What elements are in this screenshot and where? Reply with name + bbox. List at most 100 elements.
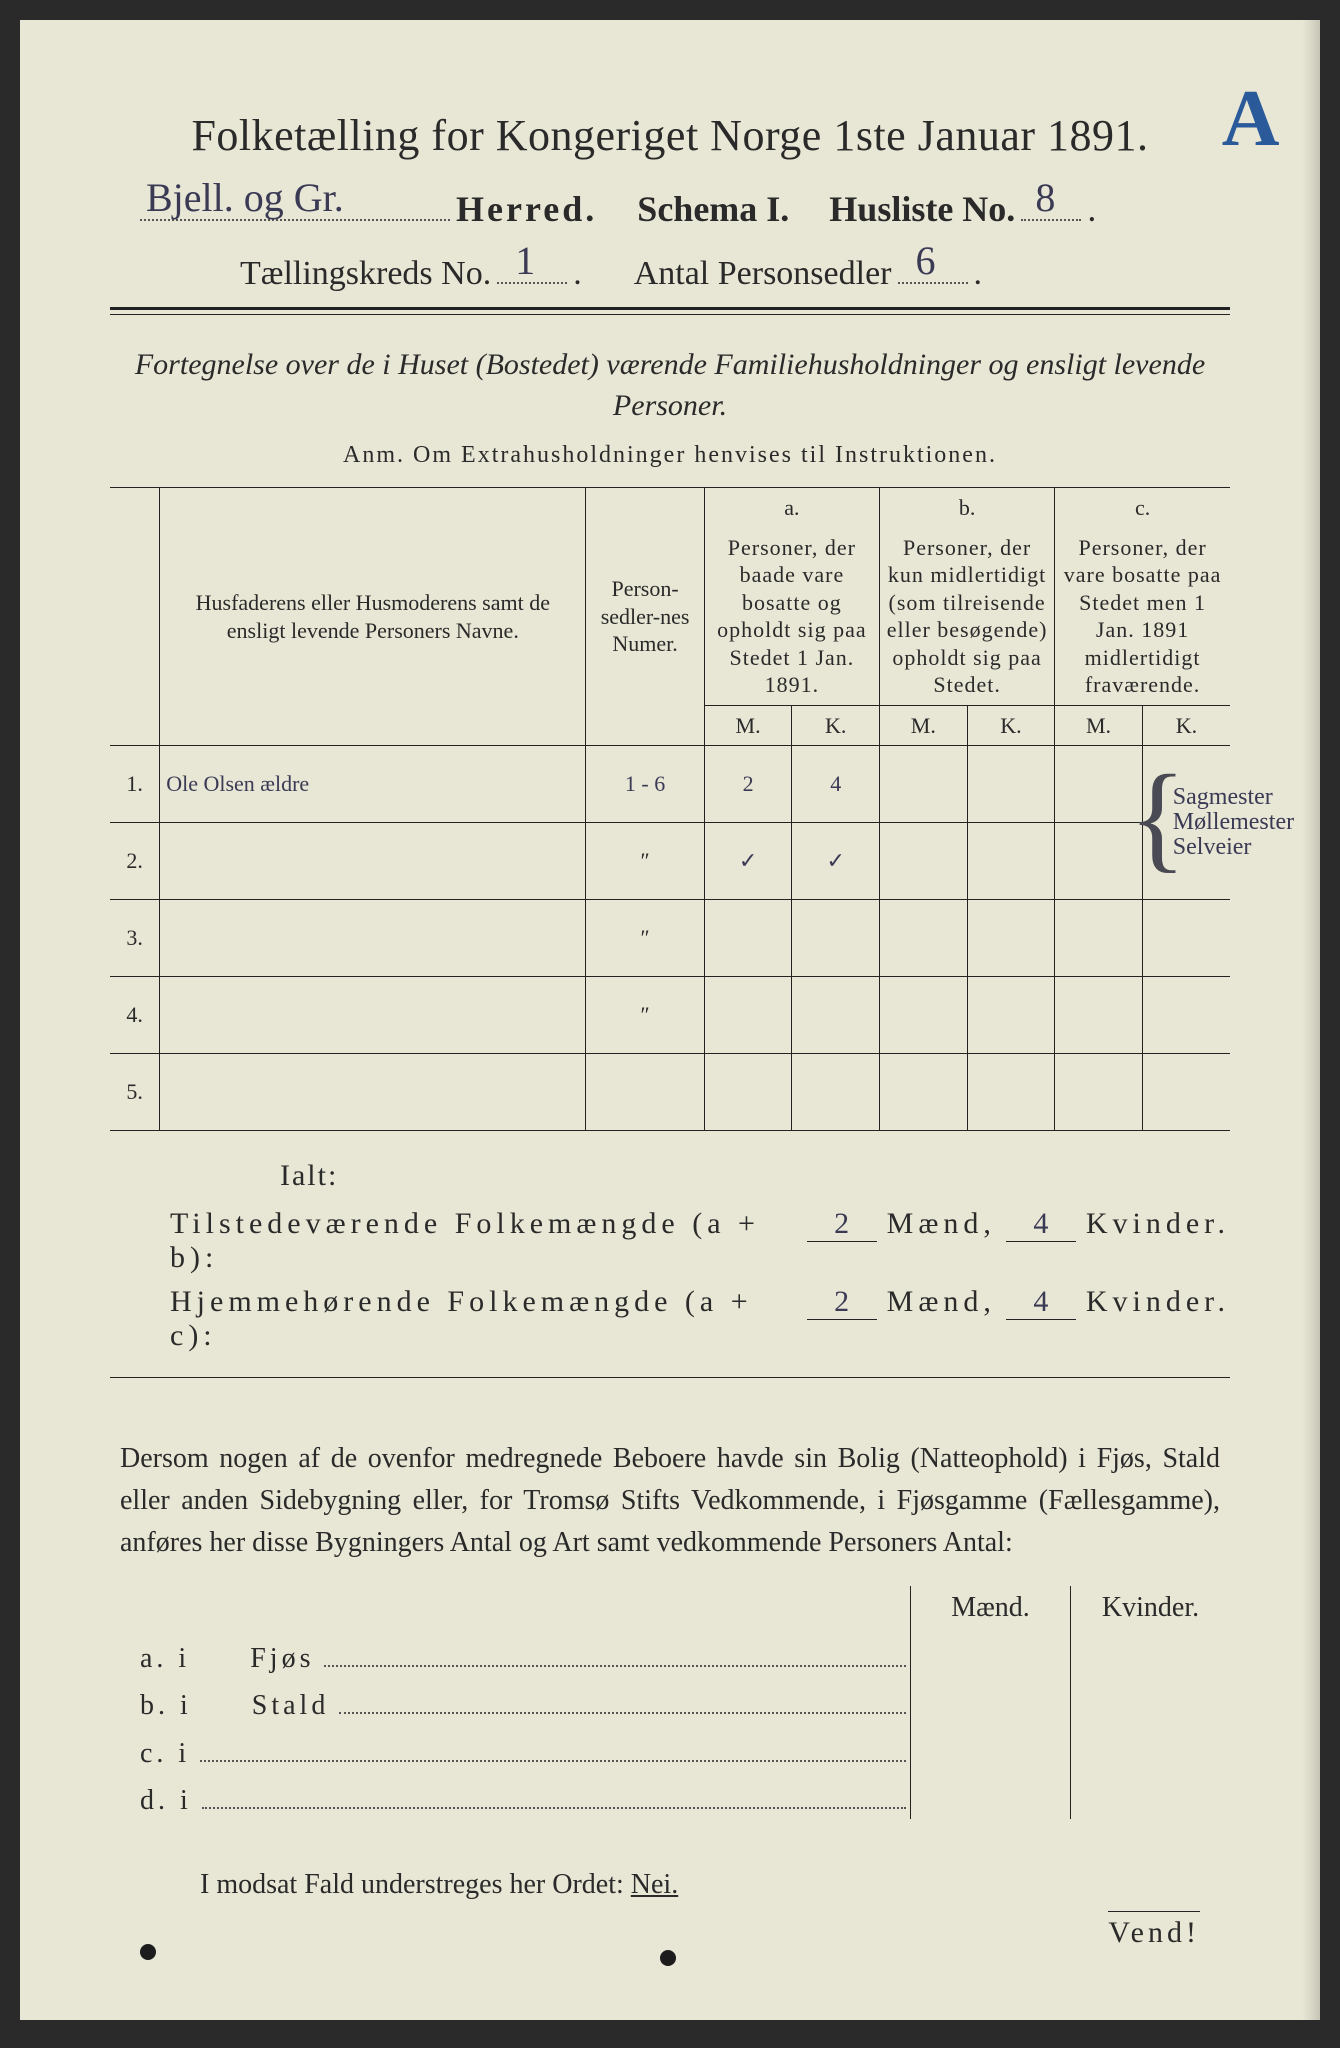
total-line-2: Hjemmehørende Folkemængde (a + c): 2 Mæn… (170, 1285, 1230, 1353)
row-num: 3. (110, 900, 160, 977)
buildings-grid: Mænd. Kvinder. a. i Fjøs b. i Stald c. i… (110, 1586, 1230, 1819)
row-ck (1142, 900, 1230, 977)
tot2-pre: Hjemmehørende Folkemængde (a + c): (170, 1285, 797, 1353)
row-ps: ″ (586, 977, 704, 1054)
lower-cell-m (910, 1724, 1070, 1771)
buildings-paragraph: Dersom nogen af de ovenfor medregnede Be… (110, 1438, 1230, 1564)
head-a: Personer, der baade vare bosatte og opho… (704, 528, 879, 706)
lower-cell-k (1070, 1724, 1230, 1771)
row-herred-schema: Bjell. og Gr. Herred. Schema I. Husliste… (110, 183, 1230, 230)
lower-cell-k (1070, 1677, 1230, 1724)
lower-row: d. i (110, 1772, 910, 1819)
row-note-cell: { Sagmester Møllemester Selveier (1142, 746, 1230, 900)
rule-heavy (110, 307, 1230, 310)
row-kreds-antal: Tællingskreds No. 1 . Antal Personsedler… (110, 248, 1230, 293)
row-ps (586, 1054, 704, 1131)
rule-thin-2 (110, 1377, 1230, 1378)
census-form-page: Folketælling for Kongeriget Norge 1ste J… (20, 20, 1320, 2020)
row-bk (967, 823, 1055, 900)
lower-cell-m (910, 1772, 1070, 1819)
head-rownum (110, 488, 160, 746)
row-am: 2 (704, 746, 792, 823)
row-cm (1055, 977, 1143, 1054)
row-num: 1. (110, 746, 160, 823)
lower-label: c. i (140, 1738, 190, 1770)
nei-pre: I modsat Fald understreges her Ordet: (200, 1869, 624, 1900)
title-text: Folketælling for Kongeriget Norge 1ste J… (191, 111, 1148, 160)
lower-row: b. i Stald (110, 1677, 910, 1724)
lower-cell-k (1070, 1630, 1230, 1677)
punch-hole-icon (140, 1944, 156, 1960)
head-c-top: c. (1055, 488, 1230, 528)
row-ak (792, 1054, 880, 1131)
row-ps: 1 - 6 (586, 746, 704, 823)
row-num: 4. (110, 977, 160, 1054)
lower-type: Fjøs (250, 1643, 314, 1675)
row-num: 2. (110, 823, 160, 900)
row-note: { Sagmester Møllemester Selveier (1149, 785, 1224, 861)
totals-block: Ialt: Tilstedeværende Folkemængde (a + b… (110, 1159, 1230, 1353)
head-a-k: K. (792, 705, 880, 746)
row-cm (1055, 900, 1143, 977)
table-row: 2. ″ ✓ ✓ (110, 823, 1230, 900)
lower-type: Stald (252, 1690, 330, 1722)
fortegnelse-heading: Fortegnelse over de i Huset (Bostedet) v… (110, 345, 1230, 426)
tot1-m: 2 (807, 1207, 877, 1242)
tot1-end: Kvinder. (1086, 1207, 1230, 1241)
lower-row: a. i Fjøs (110, 1630, 910, 1677)
census-table: Husfaderens eller Husmoderens samt de en… (110, 487, 1230, 1131)
dots-fill (202, 1782, 906, 1809)
head-b-top: b. (880, 488, 1055, 528)
head-c-k: K. (1142, 705, 1230, 746)
row-am (704, 1054, 792, 1131)
row-name (160, 823, 586, 900)
row-ak (792, 900, 880, 977)
head-name-text: Husfaderens eller Husmoderens samt de en… (196, 590, 550, 643)
table-row: 1. Ole Olsen ældre 1 - 6 2 4 { Sagmester… (110, 746, 1230, 823)
nei-word: Nei. (631, 1869, 678, 1900)
tot1-mid: Mænd, (887, 1207, 996, 1241)
antal-dot: . (974, 255, 983, 293)
brace-icon: { (1129, 781, 1187, 853)
row-name (160, 900, 586, 977)
row-bm (880, 977, 968, 1054)
antal-no: 6 (916, 237, 936, 284)
lower-cell-k (1070, 1772, 1230, 1819)
row-bm (880, 900, 968, 977)
tot1-pre: Tilstedeværende Folkemængde (a + b): (170, 1207, 797, 1275)
para-text: Dersom nogen af de ovenfor medregnede Be… (120, 1443, 1220, 1558)
rule-thin (110, 314, 1230, 315)
head-a-top: a. (704, 488, 879, 528)
row-bk (967, 900, 1055, 977)
row-bk (967, 977, 1055, 1054)
table-row: 4. ″ (110, 977, 1230, 1054)
kreds-no: 1 (515, 237, 535, 284)
total-line-1: Tilstedeværende Folkemængde (a + b): 2 M… (170, 1207, 1230, 1275)
row-bk (967, 1054, 1055, 1131)
kreds-label: Tællingskreds No. (240, 255, 491, 293)
tot1-k: 4 (1006, 1207, 1076, 1242)
lower-label: d. i (140, 1785, 192, 1817)
head-b-m: M. (880, 705, 968, 746)
empty-hdr (110, 1586, 910, 1630)
hdr-maend: Mænd. (910, 1586, 1070, 1630)
lower-cell-m (910, 1677, 1070, 1724)
row-ak (792, 977, 880, 1054)
dots-fill (324, 1640, 906, 1667)
lower-label: b. i (140, 1690, 192, 1722)
lower-row: c. i (110, 1724, 910, 1771)
kreds-dot: . (573, 255, 582, 293)
head-c: Personer, der vare bosatte paa Stedet me… (1055, 528, 1230, 706)
table-row: 5. (110, 1054, 1230, 1131)
husliste-no: 8 (1035, 174, 1055, 221)
table-row: 3. ″ (110, 900, 1230, 977)
head-a-m: M. (704, 705, 792, 746)
row-cm (1055, 1054, 1143, 1131)
ialt-label: Ialt: (280, 1159, 1230, 1193)
row-ck (1142, 977, 1230, 1054)
row-ak: 4 (792, 746, 880, 823)
row-am: ✓ (704, 823, 792, 900)
annotation-a: A (1222, 74, 1280, 165)
dots-fill (200, 1734, 906, 1761)
husliste-dot: . (1087, 188, 1096, 230)
